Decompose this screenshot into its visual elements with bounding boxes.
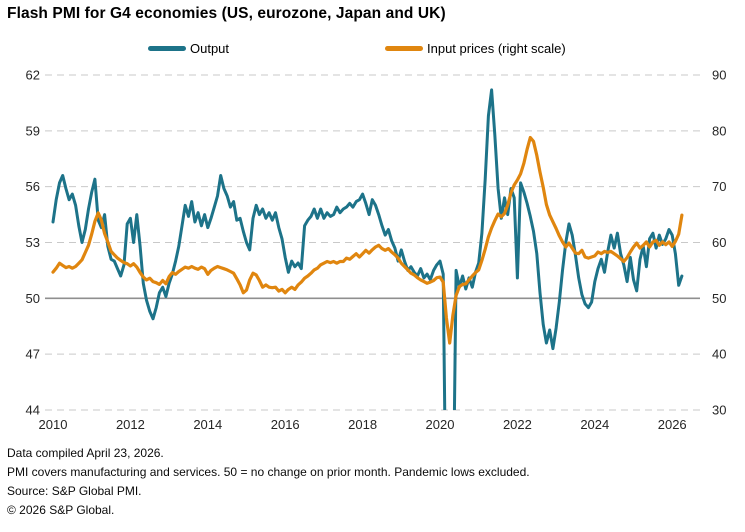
svg-text:53: 53 xyxy=(26,235,40,250)
chart-plot: 44 47 50 53 56 59 62 30 40 50 60 70 80 90 2010 2012 2014… xyxy=(26,68,727,433)
svg-text:50: 50 xyxy=(26,291,40,306)
footnote-source: Source: S&P Global PMI. xyxy=(7,484,142,498)
legend-item-output: Output xyxy=(148,41,229,56)
output-series-swatch-icon xyxy=(148,46,186,51)
svg-text:2014: 2014 xyxy=(193,417,222,432)
svg-text:90: 90 xyxy=(712,68,726,83)
svg-text:44: 44 xyxy=(26,403,40,418)
page-title: Flash PMI for G4 economies (US, eurozone… xyxy=(7,5,446,22)
footnote-pmi-coverage: PMI covers manufacturing and services. 5… xyxy=(7,465,530,479)
svg-text:2012: 2012 xyxy=(116,417,145,432)
svg-text:2016: 2016 xyxy=(271,417,300,432)
footnote-data-compiled: Data compiled April 23, 2026. xyxy=(7,446,164,460)
svg-text:30: 30 xyxy=(712,403,726,418)
svg-text:2026: 2026 xyxy=(658,417,687,432)
svg-text:40: 40 xyxy=(712,347,726,362)
chart-footnotes: Data compiled April 23, 2026. PMI covers… xyxy=(7,444,530,520)
input-prices-series-swatch-icon xyxy=(385,46,423,51)
svg-text:2018: 2018 xyxy=(348,417,377,432)
footnote-copyright: © 2026 S&P Global. xyxy=(7,503,115,517)
svg-text:2020: 2020 xyxy=(426,417,455,432)
svg-text:47: 47 xyxy=(26,347,40,362)
legend-output-label: Output xyxy=(190,41,230,56)
legend-input-prices-label: Input prices (right scale) xyxy=(427,41,566,56)
svg-text:59: 59 xyxy=(26,123,40,138)
svg-text:80: 80 xyxy=(712,123,726,138)
svg-text:62: 62 xyxy=(26,68,40,83)
svg-text:56: 56 xyxy=(26,179,40,194)
svg-text:70: 70 xyxy=(712,179,726,194)
svg-text:60: 60 xyxy=(712,235,726,250)
svg-text:2024: 2024 xyxy=(580,417,609,432)
svg-text:50: 50 xyxy=(712,291,726,306)
legend-item-input-prices: Input prices (right scale) xyxy=(385,41,566,56)
svg-text:2022: 2022 xyxy=(503,417,532,432)
svg-text:2010: 2010 xyxy=(39,417,68,432)
